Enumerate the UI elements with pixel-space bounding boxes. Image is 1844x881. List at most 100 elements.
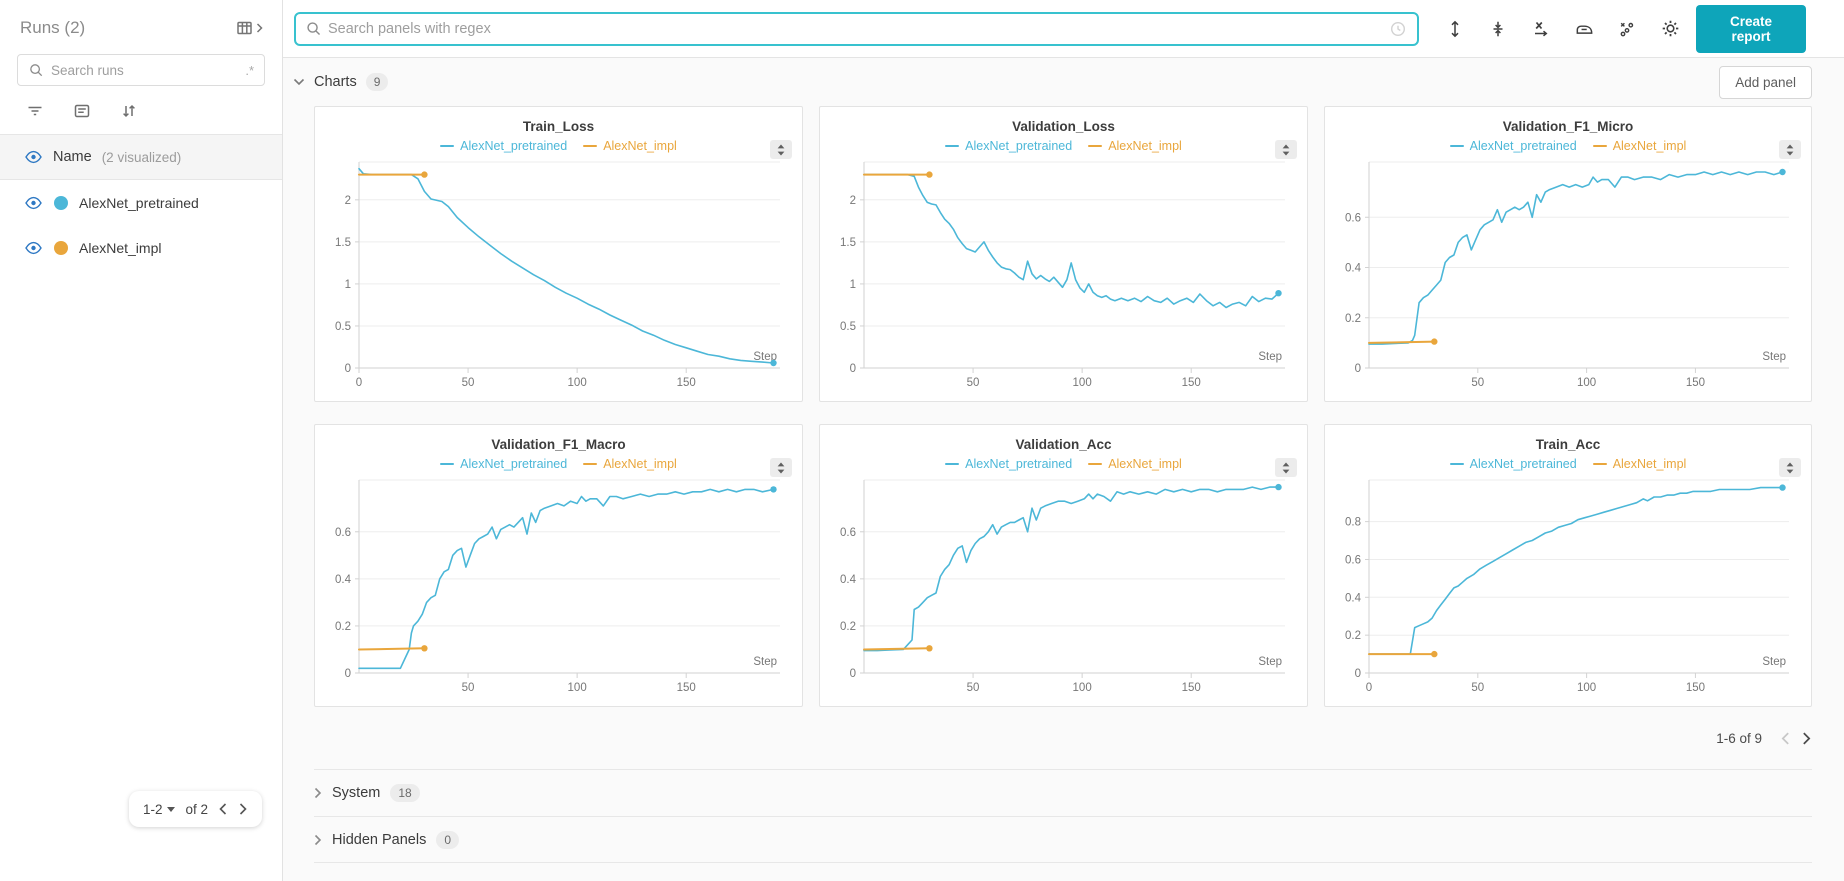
svg-text:Step: Step [1258, 656, 1282, 668]
chart-plot-area[interactable]: 0 0.2 0.4 0.6 50 100 150 Step [323, 471, 794, 700]
collapse-panels-button[interactable] [1485, 16, 1511, 42]
svg-text:Step: Step [753, 656, 777, 668]
run-row-alexnet-impl[interactable]: AlexNet_impl [0, 225, 282, 270]
svg-text:0: 0 [850, 668, 856, 680]
svg-text:0.4: 0.4 [335, 574, 352, 586]
eye-icon[interactable] [24, 148, 43, 166]
panel-options-button[interactable] [770, 458, 792, 477]
create-report-button[interactable]: Create report [1696, 4, 1806, 53]
settings-button[interactable] [1657, 16, 1683, 42]
eye-icon[interactable] [24, 194, 43, 212]
svg-text:50: 50 [462, 377, 475, 389]
panel-options-button[interactable] [1779, 458, 1801, 477]
svg-text:100: 100 [1073, 377, 1092, 389]
runs-search-input[interactable] [51, 62, 239, 78]
eye-icon[interactable] [24, 239, 43, 257]
chart-panel[interactable]: Validation_F1_Micro AlexNet_pretrained Al… [1324, 106, 1812, 402]
svg-text:0: 0 [1355, 363, 1361, 375]
legend-item[interactable]: AlexNet_pretrained [945, 457, 1072, 471]
legend-item[interactable]: AlexNet_impl [583, 457, 677, 471]
chart-legend: AlexNet_pretrained AlexNet_impl [828, 457, 1299, 471]
hidden-panels-section-header[interactable]: Hidden Panels 0 [314, 816, 1812, 863]
add-panel-button[interactable]: Add panel [1719, 65, 1812, 99]
legend-label: AlexNet_impl [1612, 139, 1687, 153]
filter-button[interactable] [26, 102, 44, 120]
chart-plot-area[interactable]: 0 0.2 0.4 0.6 0.8 0 50 100 150 Step [1333, 471, 1803, 700]
panels-content: Charts 9 Add panel Train_Loss AlexNet_pr… [283, 58, 1844, 881]
svg-text:100: 100 [1577, 377, 1596, 389]
panel-options-button[interactable] [1275, 458, 1297, 477]
table-icon [236, 19, 254, 37]
search-history-icon[interactable] [1389, 20, 1407, 38]
workspace-main: Create report Charts 9 Add panel Train_L… [283, 0, 1844, 881]
legend-dash [1449, 462, 1464, 466]
x-axis-icon [1535, 21, 1548, 36]
legend-item[interactable]: AlexNet_pretrained [1449, 457, 1577, 471]
runs-name-header-row[interactable]: Name (2 visualized) [0, 134, 282, 180]
chart-plot-area[interactable]: 0 0.5 1 1.5 2 50 100 150 Step [828, 153, 1299, 395]
legend-dash [583, 144, 598, 148]
drag-handle-icon [777, 144, 785, 155]
charts-count-badge: 9 [365, 73, 389, 91]
expand-panels-button[interactable] [1442, 16, 1468, 42]
legend-item[interactable]: AlexNet_pretrained [440, 139, 567, 153]
drag-handle-icon [1282, 462, 1290, 473]
chart-plot-area[interactable]: 0 0.2 0.4 0.6 50 100 150 Step [828, 471, 1299, 700]
panel-options-button[interactable] [1275, 140, 1297, 159]
charts-collapse-toggle[interactable] [293, 78, 305, 86]
legend-label: AlexNet_impl [1612, 457, 1687, 471]
panel-options-button[interactable] [770, 140, 792, 159]
run-color-dot [54, 195, 68, 210]
smoothing-button[interactable] [1571, 16, 1597, 42]
svg-text:0.2: 0.2 [1345, 313, 1361, 325]
svg-text:50: 50 [1471, 682, 1484, 694]
legend-label: AlexNet_pretrained [460, 139, 568, 153]
legend-item[interactable]: AlexNet_impl [1088, 139, 1182, 153]
svg-text:Step: Step [1762, 351, 1786, 363]
group-button[interactable] [73, 102, 91, 120]
x-axis-settings-button[interactable] [1528, 16, 1554, 42]
charts-pagination: 1-6 of 9 [314, 707, 1812, 769]
legend-item[interactable]: AlexNet_impl [583, 139, 677, 153]
chart-panel[interactable]: Train_Loss AlexNet_pretrained AlexNet_imp… [314, 106, 803, 402]
chart-panel[interactable]: Validation_Loss AlexNet_pretrained AlexNe… [819, 106, 1308, 402]
charts-next-page-button[interactable] [1801, 731, 1812, 746]
chart-panel[interactable]: Validation_F1_Macro AlexNet_pretrained Al… [314, 424, 803, 707]
legend-item[interactable]: AlexNet_impl [1088, 457, 1182, 471]
charts-prev-page-button[interactable] [1780, 731, 1791, 746]
svg-text:0.4: 0.4 [1345, 592, 1362, 604]
run-row-alexnet-pretrained[interactable]: AlexNet_pretrained [0, 180, 282, 225]
runs-page-range-dropdown[interactable]: 1-2 [143, 802, 176, 817]
legend-item[interactable]: AlexNet_impl [1592, 139, 1687, 153]
chart-plot-area[interactable]: 0 0.5 1 1.5 2 0 50 100 150 Step [323, 153, 794, 395]
panel-options-button[interactable] [1779, 140, 1801, 159]
chart-panel[interactable]: Train_Acc AlexNet_pretrained AlexNet_impl… [1324, 424, 1812, 707]
runs-prev-page-button[interactable] [218, 802, 228, 816]
legend-item[interactable]: AlexNet_impl [1592, 457, 1687, 471]
outliers-button[interactable] [1614, 16, 1640, 42]
chart-legend: AlexNet_pretrained AlexNet_impl [1333, 139, 1803, 153]
chevron-right-icon [314, 787, 322, 799]
chart-panel[interactable]: Validation_Acc AlexNet_pretrained AlexNet… [819, 424, 1308, 707]
caret-down-icon [167, 806, 176, 812]
chart-plot-area[interactable]: 0 0.2 0.4 0.6 50 100 150 Step [1333, 153, 1803, 395]
system-section-header[interactable]: System 18 [314, 769, 1812, 816]
legend-label: AlexNet_impl [603, 457, 677, 471]
svg-text:0.6: 0.6 [1345, 554, 1361, 566]
runs-next-page-button[interactable] [238, 802, 248, 816]
legend-item[interactable]: AlexNet_pretrained [945, 139, 1072, 153]
workspace-topbar: Create report [283, 0, 1844, 58]
chart-legend: AlexNet_pretrained AlexNet_impl [828, 139, 1299, 153]
sort-button[interactable] [120, 102, 138, 120]
svg-text:2: 2 [345, 195, 351, 207]
svg-text:150: 150 [1182, 377, 1201, 389]
panel-search-input[interactable] [328, 20, 1384, 37]
hidden-panels-count-badge: 0 [436, 830, 460, 849]
svg-text:0.5: 0.5 [840, 321, 856, 333]
svg-text:0.2: 0.2 [840, 621, 856, 633]
legend-item[interactable]: AlexNet_pretrained [1449, 139, 1577, 153]
runs-table-toggle-button[interactable] [236, 19, 264, 37]
hidden-panels-section-label: Hidden Panels [332, 831, 427, 848]
name-column-label: Name [53, 149, 92, 165]
legend-item[interactable]: AlexNet_pretrained [440, 457, 567, 471]
